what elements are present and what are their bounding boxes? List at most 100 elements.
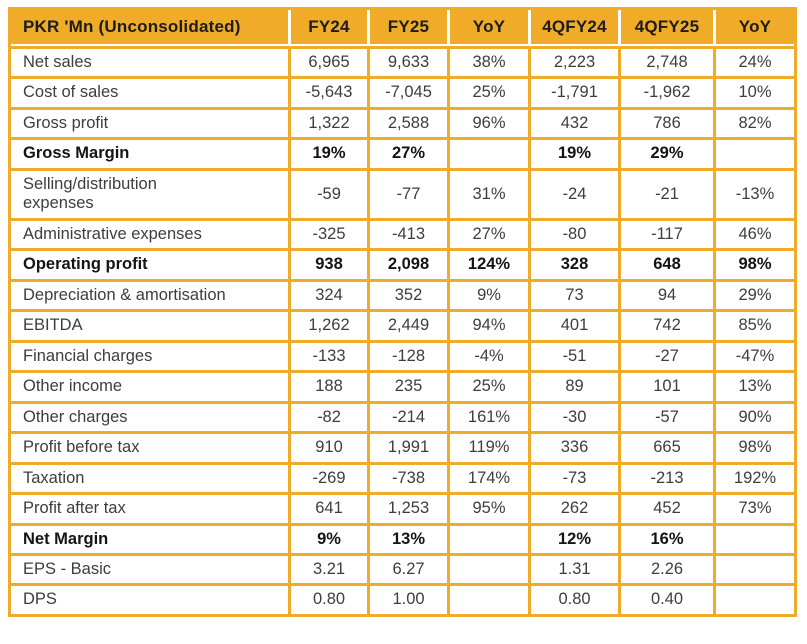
table-row: Profit after tax 641 1,253 95% 262 452 73% [11,492,794,523]
table-row: Other income 188 235 25% 89 101 13% [11,370,794,401]
value-cell: 38% [447,46,528,77]
value-cell: 1,991 [367,431,447,462]
value-cell: 2.26 [618,552,713,584]
row-label-cell: Gross Margin [11,137,288,168]
row-label-cell: Selling/distribution expenses [11,167,288,218]
row-label-cell: Profit after tax [11,492,288,523]
table-row: Administrative expenses -325 -413 27% -80 -11… [11,217,794,249]
value-cell: -47% [713,339,794,371]
value-cell: 1.00 [367,583,447,614]
value-cell: 328 [528,248,618,279]
value-cell [713,583,794,614]
value-cell: 73 [528,278,618,310]
value-cell: 641 [288,492,367,523]
value-cell: 94 [618,278,713,310]
column-header: YoY [713,10,794,46]
value-cell: 119% [447,431,528,462]
value-cell: 29% [618,137,713,168]
row-label-text: Net sales [23,53,92,71]
column-header: YoY [447,10,528,46]
table-row: Net sales 6,965 9,633 38% 2,223 2,748 24% [11,46,794,77]
column-header: FY25 [367,10,447,46]
value-cell: 13% [713,370,794,401]
value-cell: 13% [367,522,447,553]
value-cell [713,137,794,168]
value-cell: -269 [288,461,367,493]
value-cell: 1,262 [288,309,367,340]
value-cell: 6,965 [288,46,367,77]
row-label-text: Financial charges [23,346,153,365]
value-cell [447,583,528,614]
value-cell: 235 [367,370,447,401]
row-label-cell: Other income [11,370,288,401]
value-cell: -128 [367,339,447,371]
table-row: DPS 0.80 1.00 0.80 0.40 [11,583,794,614]
value-cell: -738 [367,461,447,493]
value-cell: -57 [618,400,713,432]
value-cell: 262 [528,492,618,523]
value-cell: 2,748 [618,46,713,77]
row-label-cell: Net Margin [11,522,288,553]
row-label-text: Selling/distribution expenses [23,174,157,213]
value-cell: -213 [618,461,713,493]
table-row: Taxation -269 -738 174% -73 -213 192% [11,461,794,493]
value-cell: 46% [713,217,794,249]
value-cell [713,552,794,584]
value-cell [447,522,528,553]
row-label-text: Operating profit [23,255,148,274]
value-cell: 82% [713,106,794,138]
value-cell [713,522,794,553]
value-cell: -214 [367,400,447,432]
row-label-text: Profit before tax [23,438,140,457]
row-label-text: Gross Margin [23,144,130,163]
value-cell: 10% [713,76,794,107]
value-cell: 0.80 [528,583,618,614]
value-cell: -73 [528,461,618,493]
row-label-cell: Taxation [11,461,288,493]
value-cell: -325 [288,217,367,249]
column-header: 4QFY24 [528,10,618,46]
row-label-text: Taxation [23,468,85,487]
row-label-text: EBITDA [23,316,83,335]
value-cell: 2,223 [528,46,618,77]
value-cell: 101 [618,370,713,401]
value-cell: 27% [367,137,447,168]
value-cell: 174% [447,461,528,493]
value-cell: 161% [447,400,528,432]
value-cell: -51 [528,339,618,371]
value-cell: 2,098 [367,248,447,279]
value-cell: -413 [367,217,447,249]
row-label-cell: Operating profit [11,248,288,279]
row-label-cell: Financial charges [11,339,288,371]
table-row: EBITDA 1,262 2,449 94% 401 742 85% [11,309,794,340]
value-cell: 90% [713,400,794,432]
row-label-text: Other income [23,377,123,396]
value-cell: 324 [288,278,367,310]
value-cell: 19% [288,137,367,168]
value-cell: 9% [447,278,528,310]
value-cell: -1,962 [618,76,713,107]
row-label-text: Depreciation & amortisation [23,285,226,304]
value-cell: 2,588 [367,106,447,138]
value-cell: 89 [528,370,618,401]
value-cell: -21 [618,167,713,218]
value-cell: 12% [528,522,618,553]
table-row: Gross Margin 19% 27% 19% 29% [11,137,794,168]
table-row: Depreciation & amortisation 324 352 9% 73 94 2… [11,278,794,310]
value-cell: 0.80 [288,583,367,614]
value-cell: -7,045 [367,76,447,107]
value-cell: 98% [713,248,794,279]
value-cell: -1,791 [528,76,618,107]
value-cell: 3.21 [288,552,367,584]
value-cell: 401 [528,309,618,340]
value-cell: 73% [713,492,794,523]
value-cell: 27% [447,217,528,249]
value-cell: 452 [618,492,713,523]
value-cell: 19% [528,137,618,168]
row-label-cell: Cost of sales [11,76,288,107]
value-cell: 786 [618,106,713,138]
financial-results-table: PKR 'Mn (Unconsolidated) FY24 FY25 YoY 4QFY2… [8,7,797,617]
value-cell: -80 [528,217,618,249]
value-cell [447,552,528,584]
